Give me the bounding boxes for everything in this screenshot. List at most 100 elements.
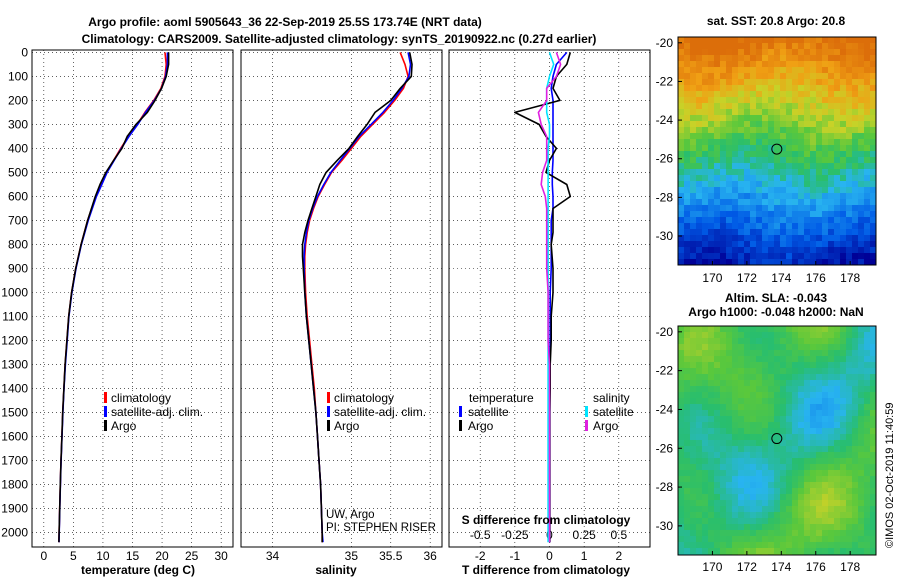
map-cell [780, 476, 786, 482]
map-cell [822, 506, 828, 512]
map-cell [834, 115, 840, 121]
map-cell [840, 422, 846, 428]
map-cell [756, 205, 762, 211]
map-cell [822, 169, 828, 175]
map-cell [690, 85, 696, 91]
argo-position-marker [771, 143, 783, 155]
map-cell [762, 211, 768, 217]
map-cell [708, 139, 714, 145]
map-cell [804, 163, 810, 169]
map-cell [864, 193, 870, 199]
map-cell [726, 61, 732, 67]
map-cell [696, 181, 702, 187]
map-cell [774, 241, 780, 247]
map-cell [852, 241, 858, 247]
map-cell [792, 145, 798, 151]
map-cell [702, 85, 708, 91]
map-cell [858, 115, 864, 121]
map-cell [702, 193, 708, 199]
map-cell [780, 464, 786, 470]
map-cell [816, 530, 822, 536]
map-cell [738, 145, 744, 151]
map-cell [756, 253, 762, 259]
map-cell [786, 37, 792, 43]
map-cell [744, 476, 750, 482]
map-cell [684, 500, 690, 506]
map-cell [714, 103, 720, 109]
map-cell [684, 55, 690, 61]
map-cell [852, 55, 858, 61]
map-cell [774, 362, 780, 368]
map-cell [684, 332, 690, 338]
map-cell [786, 506, 792, 512]
map-cell [828, 235, 834, 241]
map-cell [696, 488, 702, 494]
map-cell [756, 392, 762, 398]
map-cell [762, 79, 768, 85]
map-cell [774, 326, 780, 332]
map-cell [852, 193, 858, 199]
map-cell [870, 61, 876, 67]
map-cell [804, 43, 810, 49]
legend-s-satellite: satellite [593, 405, 634, 419]
map-cell [846, 223, 852, 229]
map-cell [810, 446, 816, 452]
map-cell [804, 368, 810, 374]
map-cell [702, 235, 708, 241]
map-cell [864, 247, 870, 253]
map-cell [852, 187, 858, 193]
map-cell [738, 133, 744, 139]
map-cell [846, 422, 852, 428]
map-cell [864, 470, 870, 476]
map-cell [702, 229, 708, 235]
map-cell [798, 241, 804, 247]
map-cell [726, 404, 732, 410]
map-cell [810, 253, 816, 259]
map-cell [828, 506, 834, 512]
map-cell [846, 512, 852, 518]
map-cell [756, 175, 762, 181]
map-cell [792, 253, 798, 259]
map-cell [828, 422, 834, 428]
map-cell [732, 49, 738, 55]
map-cell [852, 85, 858, 91]
map-cell [852, 524, 858, 530]
map-cell [714, 416, 720, 422]
map-cell [804, 440, 810, 446]
map-cell [678, 470, 684, 476]
map-cell [726, 103, 732, 109]
map-cell [702, 512, 708, 518]
map-cell [792, 434, 798, 440]
map-cell [852, 229, 858, 235]
map-cell [798, 416, 804, 422]
map-cell [816, 368, 822, 374]
map-cell [690, 199, 696, 205]
map-cell [774, 145, 780, 151]
map-cell [726, 446, 732, 452]
map-cell [828, 482, 834, 488]
map-cell [828, 530, 834, 536]
map-cell [810, 452, 816, 458]
map-cell [792, 536, 798, 542]
map-cell [822, 518, 828, 524]
map-cell [708, 458, 714, 464]
map-cell [726, 67, 732, 73]
map-cell [792, 512, 798, 518]
map-cell [810, 241, 816, 247]
map-cell [762, 332, 768, 338]
map-cell [870, 121, 876, 127]
map-cell [864, 542, 870, 548]
map-cell [834, 241, 840, 247]
map-cell [804, 374, 810, 380]
map-cell [858, 410, 864, 416]
map-cell [792, 55, 798, 61]
map-cell [870, 440, 876, 446]
map-cell [804, 464, 810, 470]
map-cell [696, 205, 702, 211]
map-cell [828, 241, 834, 247]
map-cell [852, 91, 858, 97]
map-cell [870, 548, 876, 554]
map-cell [852, 422, 858, 428]
map-cell [774, 512, 780, 518]
legend-temperature-heading: temperature [469, 391, 534, 405]
